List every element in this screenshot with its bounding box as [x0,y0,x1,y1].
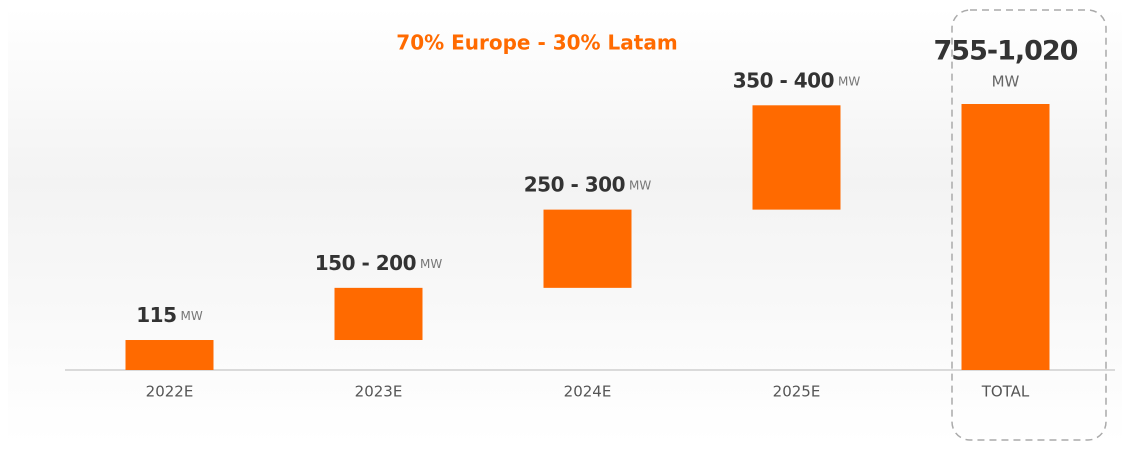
value-text: 150 - 200 [315,250,416,274]
value-label: 250 - 300 MW [524,172,652,196]
value-label: 115 MW [136,303,203,327]
bar [752,105,841,210]
bar [543,209,632,288]
x-tick-label: 2022E [146,383,194,401]
value-label: 755-1,020 [934,36,1078,67]
chart-title: 70% Europe - 30% Latam [396,31,677,55]
value-text: 250 - 300 [524,172,625,196]
unit-label: MW [992,73,1020,91]
unit-text: MW [181,309,203,323]
unit-text: MW [420,256,442,270]
x-tick-label: 2025E [773,383,821,401]
value-text: 115 [136,303,176,327]
value-label: 350 - 400 MW [733,68,861,92]
bar [334,287,423,341]
value-text: 350 - 400 [733,68,834,92]
x-tick-label: 2024E [564,383,612,401]
value-label: 150 - 200 MW [315,250,443,274]
bar [961,104,1050,370]
x-tick-label: 2023E [355,383,403,401]
total-frame [951,9,1107,441]
unit-text: MW [629,178,651,192]
bar [125,340,214,370]
x-tick-label: TOTAL [981,383,1030,401]
unit-text: MW [838,74,860,88]
